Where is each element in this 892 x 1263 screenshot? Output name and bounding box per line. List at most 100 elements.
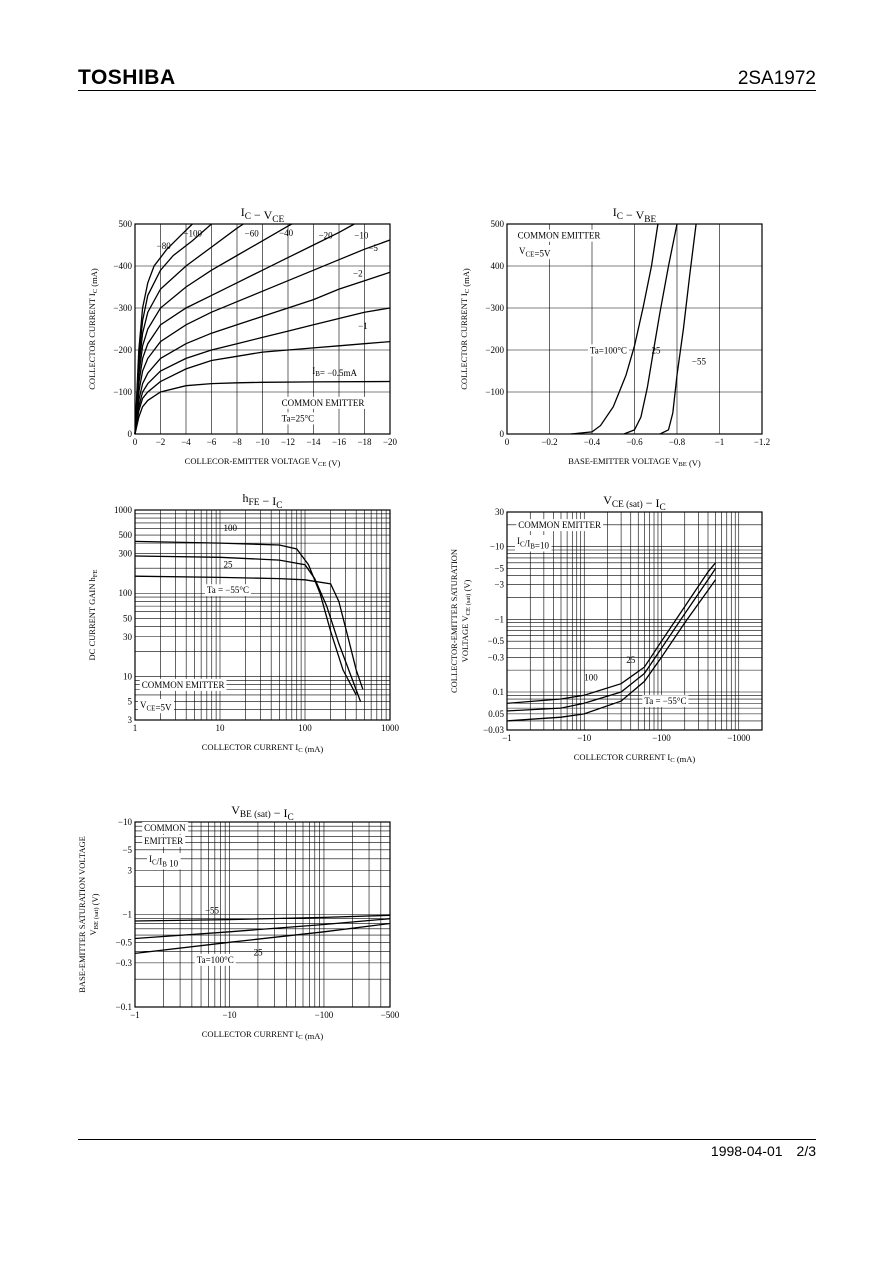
y-tick-label: −0.1 — [116, 1002, 132, 1012]
chart-vcesat-ic: −1 −10 −100 −1000 −0.03 0.05 0.1 −0.3 −0.5 −1 −3 −5… — [449, 493, 763, 764]
annotation-bg — [279, 412, 317, 425]
x-tick-label: −500 — [381, 1010, 400, 1020]
series-line — [134, 922, 391, 955]
y-axis-label: BASE-EMITTER SATURATION VOLTAGE — [77, 836, 87, 993]
x-tick-label: 0 — [133, 437, 138, 447]
footer: 1998-04-01 2/3 — [697, 1143, 816, 1159]
y-axis-label: COLLECTOR CURRENT IC (mA) — [459, 268, 471, 390]
x-tick-label: −1 — [715, 437, 725, 447]
x-tick-label: −20 — [383, 437, 398, 447]
chart-title: IC − VBE — [613, 205, 657, 225]
x-tick-label: −14 — [306, 437, 321, 447]
y-tick-label: −0.5 — [116, 937, 133, 947]
series-line — [506, 568, 717, 712]
vce-label: VCE=5V — [519, 246, 551, 258]
annotation: 25 — [626, 655, 636, 665]
series-line — [134, 918, 391, 940]
annotation: 25 — [652, 345, 662, 355]
y-tick-label: 0.1 — [493, 687, 504, 697]
series-line — [134, 340, 391, 435]
plot-frame — [506, 511, 763, 731]
y-tick-label: −10 — [118, 817, 133, 827]
series-line — [570, 223, 659, 435]
series-line — [134, 223, 193, 435]
x-axis-label: COLLECOR-EMITTER VOLTAGE VCE (V) — [185, 456, 341, 468]
chart-vbesat-ic: −1 −10 −100 −500 −0.1 −0.3 −0.5 −1 3 −5 −10 VBE (sa… — [77, 803, 400, 1041]
series-line — [659, 223, 697, 435]
x-tick-label: −10 — [255, 437, 270, 447]
annotation: −80 — [157, 241, 172, 251]
y-tick-label: 0.05 — [488, 709, 504, 719]
chart-ic-vbe: 0 −0.2 −0.4 −0.6 −0.8 −1 −1.2 0 −100 −200 −300 400 5… — [459, 205, 770, 468]
y-tick-label: −0.3 — [116, 958, 133, 968]
chart-hfe-ic: 1 10 100 1000 3 5 10 30 50 100 300 500 1000 hFE − IC C… — [87, 491, 400, 754]
series-line — [134, 223, 355, 435]
annotation: −40 — [279, 228, 294, 238]
x-tick-label: −0.2 — [541, 437, 557, 447]
label-bg — [517, 245, 554, 260]
y-axis-label-2: VBE (sat) (V) — [88, 893, 100, 935]
series-line — [134, 307, 391, 435]
x-tick-label: −10 — [222, 1010, 237, 1020]
annotation: −55 — [205, 906, 220, 916]
y-tick-label: 3 — [128, 715, 133, 725]
annotation-bg — [279, 396, 367, 409]
series-line — [134, 914, 391, 922]
y-tick-label: 100 — [119, 588, 133, 598]
series-line — [134, 575, 364, 690]
vce-label: VCE=5V — [140, 700, 172, 712]
x-tick-label: −8 — [232, 437, 242, 447]
y-tick-label: −3 — [494, 580, 504, 590]
annotation: −2 — [353, 269, 363, 279]
y-tick-label: −0.3 — [488, 652, 505, 662]
y-tick-label: 500 — [491, 219, 505, 229]
plot-frame — [506, 223, 763, 435]
annotation-bg — [642, 695, 689, 708]
series-line — [134, 223, 212, 435]
annotation-bg — [516, 519, 604, 532]
y-tick-label: −5 — [494, 564, 504, 574]
series-line — [134, 223, 293, 435]
grid — [134, 821, 391, 1008]
y-tick-label: 300 — [119, 549, 133, 559]
annotation: −1 — [358, 321, 368, 331]
brand-logo: TOSHIBA — [78, 66, 176, 89]
y-tick-label: −200 — [113, 345, 132, 355]
x-tick-label: −100 — [315, 1010, 334, 1020]
x-tick-label: 100 — [298, 723, 312, 733]
y-tick-label: 500 — [119, 530, 133, 540]
annotation-bg — [142, 834, 186, 847]
footer-date: 1998-04-01 — [710, 1143, 783, 1159]
x-tick-label: −0.6 — [626, 437, 643, 447]
series-line — [134, 223, 244, 435]
y-tick-label: −100 — [485, 387, 504, 397]
annotation-bg — [515, 229, 603, 242]
x-tick-label: −1.2 — [754, 437, 770, 447]
label-bg — [147, 853, 181, 870]
label-bg — [138, 699, 175, 714]
y-axis-label: COLLECTOR CURRENT IC (mA) — [87, 268, 99, 390]
annotation-bg — [142, 821, 189, 834]
chart-title: IC − VCE — [241, 205, 285, 225]
y-tick-label: −0.03 — [483, 725, 504, 735]
x-tick-label: −18 — [357, 437, 372, 447]
annotation-bg — [204, 584, 251, 597]
y-tick-label: 1000 — [114, 505, 133, 515]
y-tick-label: 30 — [123, 632, 133, 642]
annotation: Ta=25°C — [282, 413, 315, 423]
annotation: −20 — [319, 230, 334, 240]
annotation: I — [312, 366, 315, 376]
annotation: COMMON EMITTER — [518, 231, 601, 241]
x-tick-label: −16 — [332, 437, 347, 447]
x-tick-label: 0 — [505, 437, 510, 447]
chart-title: VBE (sat) − IC — [231, 803, 294, 823]
series-line — [134, 239, 391, 435]
annotation: −55 — [692, 357, 707, 367]
annotation: 100 — [224, 523, 238, 533]
ib-label: B= −0.5mA — [315, 368, 357, 378]
x-tick-label: −1 — [502, 733, 512, 743]
annotation: −5 — [368, 243, 378, 253]
annotation: COMMON — [144, 823, 186, 833]
chart-ic-vce: 0 −2 −4 −6 −8 −10 −12 −14 −16 −18 −200−100−200−300… — [87, 205, 398, 468]
y-tick-label: −300 — [485, 303, 504, 313]
